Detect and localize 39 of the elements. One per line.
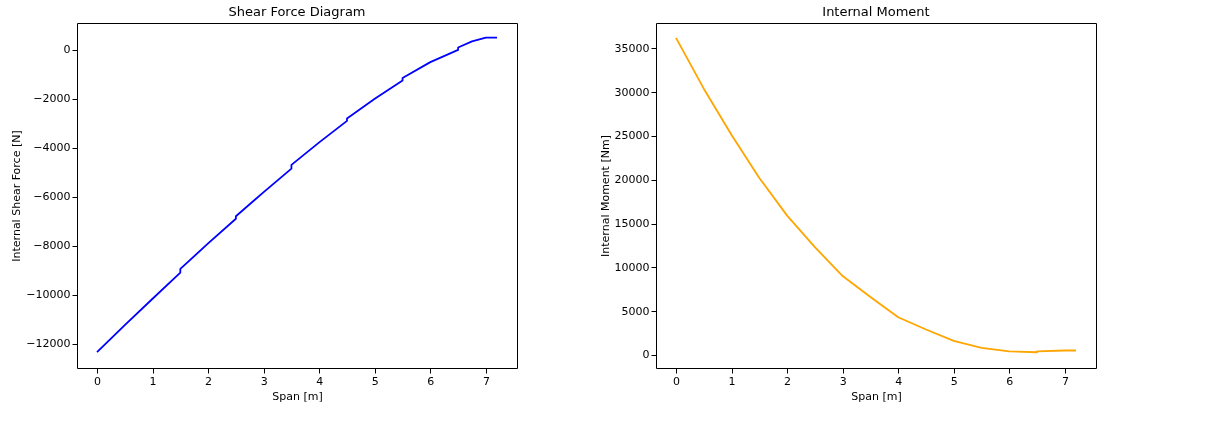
x-tick-label: 1	[149, 374, 157, 388]
y-tick-label: 0	[63, 43, 71, 57]
x-tick-label: 4	[316, 374, 324, 388]
y-tick-label: 5000	[621, 304, 650, 318]
x-tick-label: 3	[260, 374, 268, 388]
y-tick-label: −12000	[26, 337, 71, 351]
chart-title: Internal Moment	[822, 4, 930, 19]
x-tick-label: 6	[427, 374, 435, 388]
chart-title: Shear Force Diagram	[228, 4, 366, 19]
x-tick-label: 1	[728, 374, 736, 388]
x-tick-label: 2	[784, 374, 792, 388]
y-tick-label: −2000	[33, 92, 71, 106]
y-tick-label: 0	[642, 348, 650, 362]
y-axis-title: Internal Shear Force [N]	[10, 130, 24, 262]
y-tick-label: 35000	[614, 41, 650, 55]
x-tick-label: 6	[1006, 374, 1014, 388]
x-tick-label: 7	[482, 374, 490, 388]
y-tick-label: −6000	[33, 190, 71, 204]
y-tick-label: −8000	[33, 239, 71, 253]
y-tick-label: 10000	[614, 260, 650, 274]
x-tick-label: 3	[839, 374, 847, 388]
x-axis-title: Span [m]	[851, 389, 902, 403]
x-tick-label: 0	[94, 374, 101, 388]
line-series	[96, 36, 498, 353]
x-tick-label: 5	[950, 374, 958, 388]
y-tick-label: −10000	[26, 288, 71, 302]
x-tick-label: 5	[371, 374, 379, 388]
y-tick-label: 15000	[614, 217, 650, 231]
line-series	[675, 36, 1077, 354]
x-tick-label: 0	[673, 374, 680, 388]
x-axis-title: Span [m]	[272, 389, 323, 403]
y-tick-label: 30000	[614, 85, 650, 99]
y-tick-label: 25000	[614, 129, 650, 143]
y-tick-label: −4000	[33, 141, 71, 155]
y-tick-label: 20000	[614, 173, 650, 187]
y-axis-title: Internal Moment [Nm]	[598, 135, 612, 257]
x-tick-label: 2	[205, 374, 213, 388]
x-tick-label: 7	[1061, 374, 1069, 388]
x-tick-label: 4	[895, 374, 903, 388]
